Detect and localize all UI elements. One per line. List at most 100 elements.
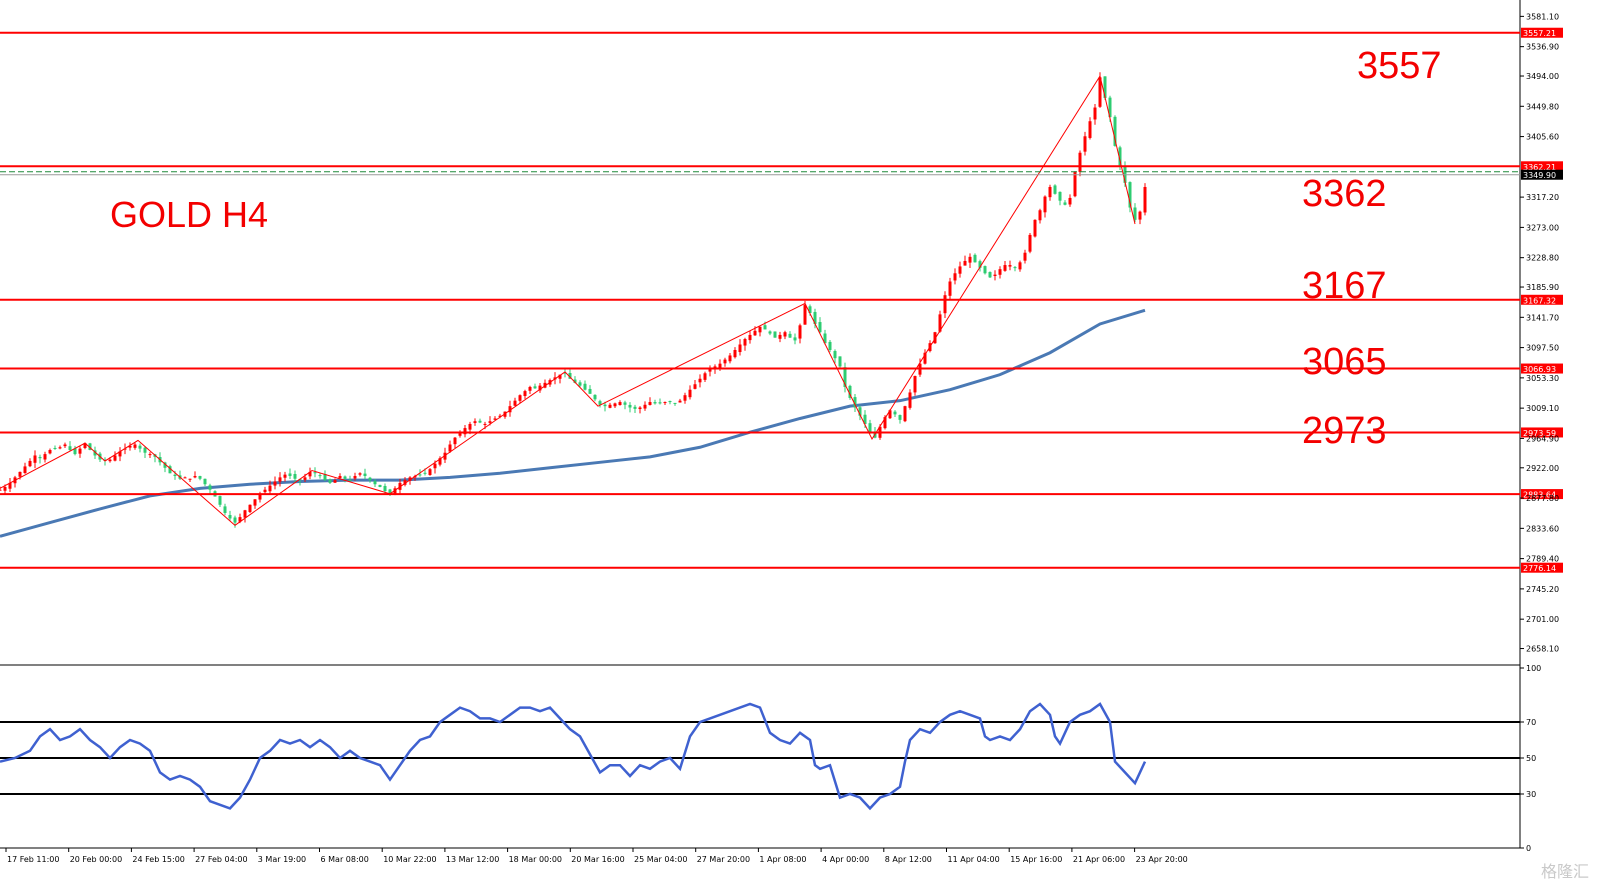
candle-body [0,489,2,491]
candle-body [1063,202,1067,205]
candle-body [528,386,532,391]
candle-body [523,391,527,396]
candle-body [1138,211,1142,220]
level-tag [1521,363,1563,374]
candle-body [1033,219,1037,237]
price-tick-label: 3449.80 [1526,102,1559,111]
candle-body [603,404,607,407]
rsi-tick-label: 100 [1526,664,1541,673]
candle-body [848,385,852,398]
candle-body [468,423,472,430]
candle-body [563,372,567,374]
candle-body [1108,97,1112,118]
candle-body [518,395,522,401]
candle-body [68,446,72,450]
candle-body [323,474,327,481]
candle-body [663,402,667,404]
candle-body [638,407,642,410]
candle-body [393,488,397,495]
time-tick-label: 25 Mar 04:00 [634,855,687,864]
candle-body [278,477,282,482]
candle-body [148,454,152,456]
candle-body [613,403,617,407]
candle-body [83,443,87,448]
candle-body [863,414,867,424]
candle-body [798,325,802,339]
candle-body [1023,252,1027,261]
candle-body [388,489,392,494]
time-tick-label: 4 Apr 00:00 [822,855,869,864]
candle-body [888,410,892,419]
candle-body [403,480,407,485]
candle-body [953,273,957,281]
candle-body [23,466,27,473]
candle-body [668,400,672,403]
candle-body [1008,265,1012,267]
candle-body [378,484,382,487]
candle-body [348,479,352,481]
candle-body [948,281,952,296]
candle-body [73,448,77,455]
price-tick-label: 2701.00 [1526,615,1559,624]
candle-body [558,374,562,379]
candle-body [1093,107,1097,120]
candle-body [913,376,917,393]
time-tick-label: 10 Mar 22:00 [383,855,436,864]
candle-body [78,448,82,454]
candle-body [538,385,542,391]
candle-body [683,395,687,401]
candle-body [1083,136,1087,152]
candle-body [1013,267,1017,269]
candle-body [858,407,862,416]
candle-body [833,351,837,359]
candle-body [733,349,737,358]
candle-body [243,510,247,518]
candle-body [868,423,872,434]
price-tick-label: 3317.20 [1526,193,1559,202]
candle-body [778,334,782,339]
candle-body [573,379,577,383]
candle-body [583,383,587,390]
price-tick-label: 3536.90 [1526,43,1559,52]
candle-body [443,452,447,460]
candle-body [248,504,252,512]
candle-body [63,444,67,447]
time-tick-label: 27 Feb 04:00 [195,855,247,864]
candle-body [893,411,897,415]
candle-body [828,341,832,350]
candle-body [38,457,42,459]
candle-body [448,444,452,452]
level-tag-text: 3066.93 [1523,365,1556,374]
candle-body [533,386,537,389]
candle-body [718,363,722,368]
candle-body [818,322,822,333]
candle-body [8,482,12,489]
candle-body [903,406,907,422]
candle-body [143,447,147,453]
time-tick-label: 18 Mar 00:00 [509,855,562,864]
candle-body [363,473,367,477]
level-tag-text: 3362.21 [1523,163,1556,172]
candle-body [1133,207,1137,220]
price-pane [0,0,1521,849]
candle-body [628,404,632,408]
candle-body [458,433,462,436]
candle-body [308,471,312,477]
candle-body [93,450,97,456]
candle-body [28,460,32,467]
candle-body [648,402,652,405]
candle-body [728,355,732,362]
candle-body [463,428,467,435]
candle-body [658,402,662,404]
candle-body [383,485,387,492]
level-label-3362: 3362 [1302,173,1387,215]
watermark: 格隆汇 [1540,862,1589,881]
time-tick-label: 3 Mar 19:00 [258,855,306,864]
level-tag [1521,427,1563,438]
candle-body [18,471,22,477]
candle-body [998,269,1002,275]
candle-body [808,306,812,314]
moving-average-line [0,308,1146,538]
candle-body [908,392,912,408]
